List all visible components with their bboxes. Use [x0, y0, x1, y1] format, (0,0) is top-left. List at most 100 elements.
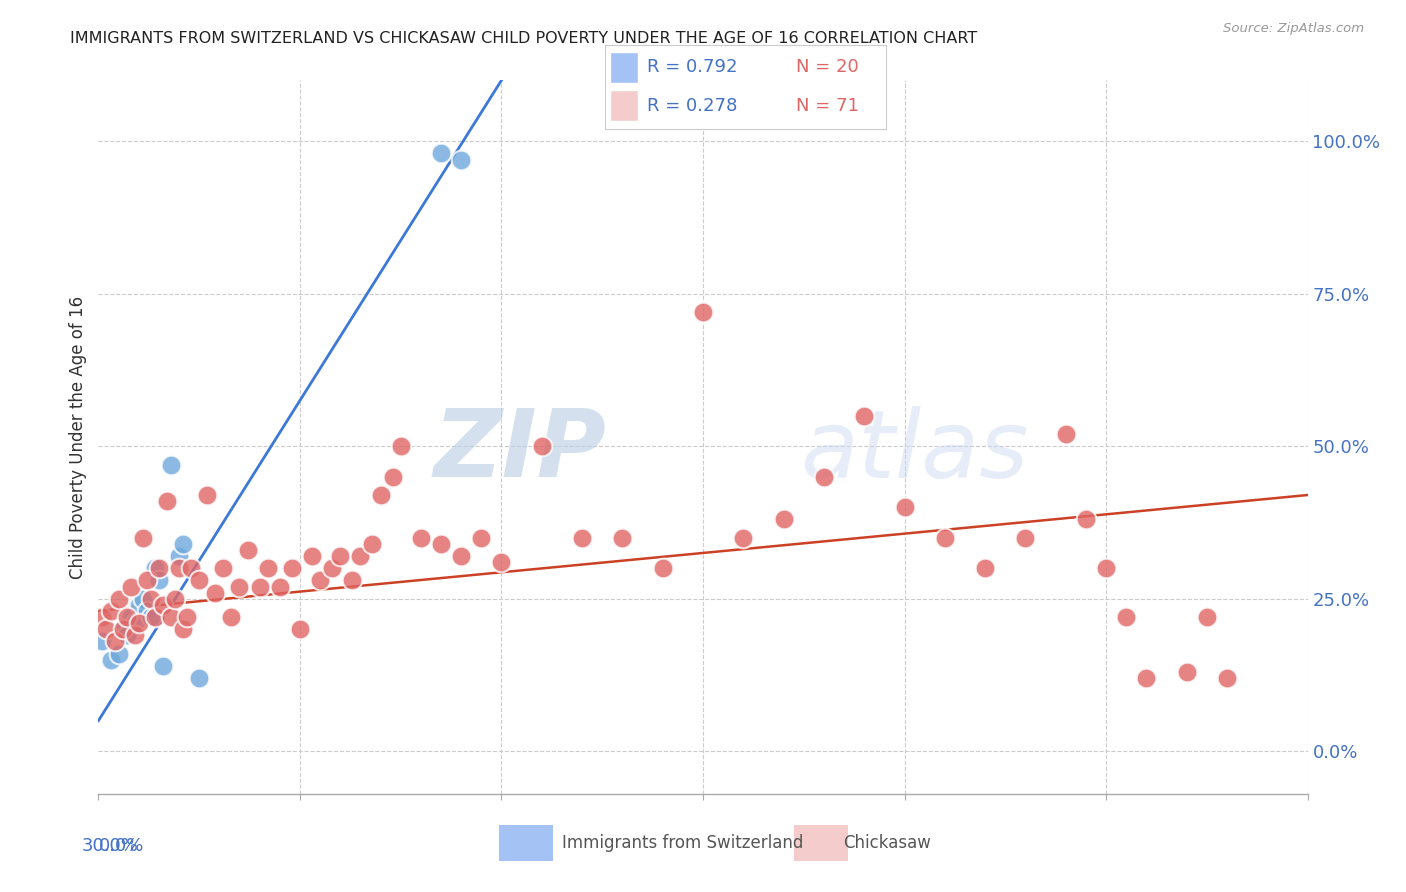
Bar: [610, 53, 638, 83]
Point: [124, 628, 146, 642]
Text: Source: ZipAtlas.com: Source: ZipAtlas.com: [1223, 22, 1364, 36]
Point: [389, 439, 412, 453]
Point: [733, 531, 755, 545]
Point: [1216, 671, 1239, 685]
Point: [470, 531, 492, 545]
Point: [1115, 610, 1137, 624]
Point: [111, 622, 134, 636]
Point: [813, 469, 835, 483]
Point: [1195, 610, 1218, 624]
Text: N = 71: N = 71: [796, 96, 859, 114]
Point: [167, 549, 190, 563]
Point: [143, 610, 166, 624]
Point: [115, 610, 138, 624]
Point: [103, 634, 125, 648]
Bar: [610, 90, 638, 120]
Point: [100, 604, 122, 618]
Point: [221, 610, 243, 624]
Point: [91, 634, 114, 648]
Point: [692, 305, 714, 319]
Point: [135, 604, 157, 618]
Point: [120, 610, 142, 624]
Point: [301, 549, 323, 563]
Point: [148, 574, 170, 588]
Text: 30.0%: 30.0%: [82, 837, 139, 855]
Point: [893, 500, 915, 515]
Point: [132, 531, 155, 545]
Point: [491, 555, 513, 569]
Y-axis label: Child Poverty Under the Age of 16: Child Poverty Under the Age of 16: [69, 295, 87, 579]
Point: [249, 580, 271, 594]
Point: [361, 537, 384, 551]
Point: [195, 488, 218, 502]
Text: Chickasaw: Chickasaw: [844, 834, 932, 852]
Point: [204, 585, 226, 599]
Point: [148, 561, 170, 575]
Point: [342, 574, 364, 588]
Point: [172, 537, 194, 551]
Point: [139, 610, 162, 624]
Point: [160, 458, 183, 472]
Point: [450, 549, 472, 563]
Point: [1095, 561, 1118, 575]
Point: [269, 580, 291, 594]
Point: [91, 610, 114, 624]
Point: [853, 409, 876, 423]
Point: [172, 622, 194, 636]
Point: [128, 598, 150, 612]
Point: [167, 561, 190, 575]
Text: R = 0.792: R = 0.792: [647, 59, 737, 77]
Text: 0.0%: 0.0%: [98, 837, 143, 855]
Point: [612, 531, 634, 545]
Point: [1074, 512, 1097, 526]
Point: [163, 591, 186, 606]
Point: [188, 671, 211, 685]
Point: [100, 653, 122, 667]
Text: IMMIGRANTS FROM SWITZERLAND VS CHICKASAW CHILD POVERTY UNDER THE AGE OF 16 CORRE: IMMIGRANTS FROM SWITZERLAND VS CHICKASAW…: [70, 31, 977, 46]
Point: [329, 549, 352, 563]
Point: [160, 610, 183, 624]
Point: [321, 561, 343, 575]
Point: [571, 531, 593, 545]
Point: [107, 647, 129, 661]
Point: [256, 561, 278, 575]
Point: [212, 561, 235, 575]
Point: [228, 580, 250, 594]
Point: [139, 591, 162, 606]
Point: [236, 542, 259, 557]
Point: [135, 574, 157, 588]
Point: [1014, 531, 1036, 545]
Point: [132, 591, 155, 606]
Text: atlas: atlas: [800, 406, 1028, 497]
Text: R = 0.278: R = 0.278: [647, 96, 737, 114]
Point: [96, 622, 118, 636]
Point: [180, 561, 202, 575]
Point: [143, 561, 166, 575]
Point: [974, 561, 997, 575]
Text: Immigrants from Switzerland: Immigrants from Switzerland: [562, 834, 804, 852]
Point: [772, 512, 794, 526]
Point: [176, 610, 198, 624]
Point: [370, 488, 392, 502]
Point: [409, 531, 432, 545]
Point: [115, 628, 138, 642]
Point: [450, 153, 472, 167]
Point: [107, 591, 129, 606]
Point: [281, 561, 304, 575]
Point: [188, 574, 211, 588]
Point: [381, 469, 404, 483]
Point: [1175, 665, 1198, 679]
Point: [128, 616, 150, 631]
Point: [111, 622, 134, 636]
Point: [309, 574, 332, 588]
Point: [430, 537, 453, 551]
Point: [349, 549, 371, 563]
Point: [530, 439, 553, 453]
Point: [430, 146, 453, 161]
Point: [1135, 671, 1157, 685]
Point: [156, 494, 179, 508]
Point: [1054, 427, 1077, 442]
Point: [934, 531, 956, 545]
Point: [120, 580, 142, 594]
Point: [651, 561, 673, 575]
